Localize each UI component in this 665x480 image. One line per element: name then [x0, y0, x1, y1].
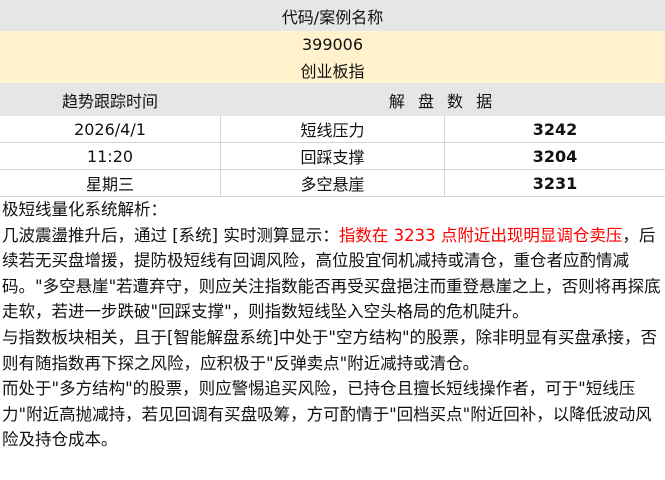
table-row: 11:20 回踩支撑 3204	[0, 143, 665, 170]
stock-name: 创业板指	[0, 57, 665, 83]
analysis-title: 极短线量化系统解析：	[2, 200, 167, 219]
column-header-time: 趋势跟踪时间	[61, 91, 158, 111]
analysis-text: 极短线量化系统解析： 几波震盪推升后，通过 [系统] 实时测算显示：指数在 32…	[0, 197, 665, 453]
stock-code: 399006	[0, 31, 665, 57]
analysis-highlight: 指数在 3233 点附近出现明显调仓卖压	[338, 225, 623, 245]
row-value: 3204	[532, 146, 578, 166]
analysis-text-post: ，后续若无买盘增援，提防极短线有回调风险，高位股宜伺机减持或清仓，重仓者应酌情减…	[2, 225, 661, 322]
table-title: 代码/案例名称	[0, 0, 665, 31]
row-time: 11:20	[0, 143, 221, 169]
row-label: 短线压力	[221, 116, 445, 142]
row-time: 星期三	[0, 170, 221, 196]
table-row: 星期三 多空悬崖 3231	[0, 170, 665, 197]
row-value: 3231	[532, 173, 578, 193]
column-header-data: 解 盘 数 据	[388, 91, 497, 111]
table-row: 2026/4/1 短线压力 3242	[0, 116, 665, 143]
analysis-paragraph-2: 与指数板块相关，且于[智能解盘系统]中处于"空方结构"的股票，除非明显有买盘承接…	[2, 327, 658, 373]
row-label: 多空悬崖	[221, 170, 445, 196]
quote-table: 代码/案例名称 399006 创业板指 趋势跟踪时间 解 盘 数 据 2026/…	[0, 0, 665, 197]
analysis-paragraph-1: 几波震盪推升后，通过 [系统] 实时测算显示：指数在 3233 点附近出现明显调…	[2, 223, 663, 325]
row-label: 回踩支撑	[221, 143, 445, 169]
row-value: 3242	[532, 119, 578, 139]
column-header-row: 趋势跟踪时间 解 盘 数 据	[0, 83, 665, 116]
analysis-paragraph-3: 而处于"多方结构"的股票，则应警惕追买风险，已持仓且擅长短线操作者，可于"短线压…	[2, 379, 652, 450]
analysis-text-pre: 几波震盪推升后，通过 [系统] 实时测算显示：	[2, 225, 339, 245]
row-time: 2026/4/1	[0, 116, 221, 142]
